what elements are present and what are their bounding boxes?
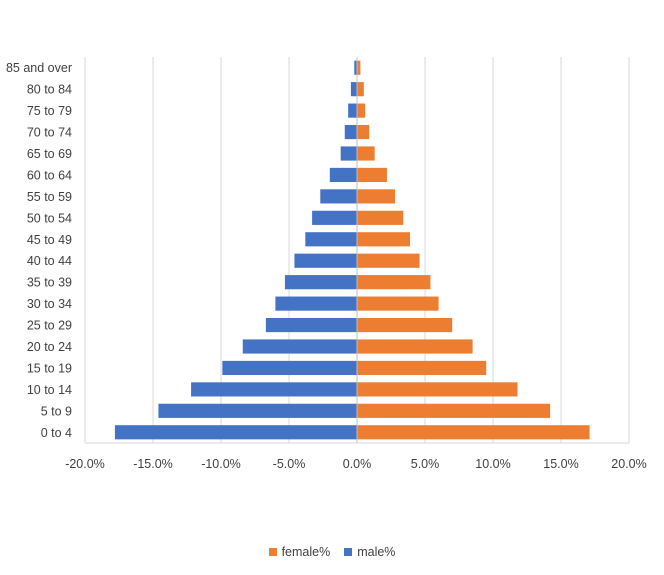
x-tick-label-4: 0.0% xyxy=(343,457,372,471)
y-tick-label-2: 10 to 14 xyxy=(27,383,72,397)
y-tick-label-9: 45 to 49 xyxy=(27,233,72,247)
y-tick-label-15: 75 to 79 xyxy=(27,104,72,118)
x-tick-label-7: 15.0% xyxy=(543,457,578,471)
bar-female-9 xyxy=(357,232,411,247)
bar-male-17 xyxy=(354,60,357,75)
bar-male-14 xyxy=(344,124,357,140)
y-tick-label-4: 20 to 24 xyxy=(27,340,72,354)
bar-female-0 xyxy=(357,425,590,440)
y-tick-label-16: 80 to 84 xyxy=(27,83,72,97)
legend-swatch-male xyxy=(344,548,353,556)
bar-male-4 xyxy=(242,339,357,354)
bar-male-6 xyxy=(275,296,357,311)
bar-male-12 xyxy=(329,167,357,183)
bar-male-3 xyxy=(222,360,357,376)
legend-label-male: male% xyxy=(357,545,396,559)
x-tick-label-8: 20.0% xyxy=(611,457,646,471)
bar-female-4 xyxy=(357,339,473,354)
x-tick-label-3: -5.0% xyxy=(273,457,306,471)
x-tick-label-6: 10.0% xyxy=(475,457,510,471)
y-tick-label-11: 55 to 59 xyxy=(27,190,72,204)
bar-female-14 xyxy=(357,124,370,140)
x-tick-label-5: 5.0% xyxy=(411,457,440,471)
bar-male-1 xyxy=(158,403,357,418)
y-tick-label-5: 25 to 29 xyxy=(27,319,72,333)
legend-label-female: female% xyxy=(281,545,331,559)
bar-male-2 xyxy=(191,382,357,397)
bar-female-2 xyxy=(357,382,518,397)
bar-female-15 xyxy=(357,103,366,118)
y-tick-label-7: 35 to 39 xyxy=(27,276,72,290)
y-tick-label-10: 50 to 54 xyxy=(27,211,72,225)
y-tick-label-14: 70 to 74 xyxy=(27,126,72,140)
y-tick-label-13: 65 to 69 xyxy=(27,147,72,161)
y-tick-label-0: 0 to 4 xyxy=(41,426,72,440)
bar-male-13 xyxy=(340,146,357,161)
bar-female-3 xyxy=(357,360,487,376)
bar-female-11 xyxy=(357,189,396,204)
legend: female% male% xyxy=(0,545,664,559)
bar-male-0 xyxy=(114,425,357,440)
bar-male-7 xyxy=(284,275,357,290)
y-tick-label-17: 85 and over xyxy=(6,61,72,75)
bar-female-12 xyxy=(357,167,387,183)
bar-female-10 xyxy=(357,210,404,225)
bar-male-10 xyxy=(312,210,357,225)
bar-female-8 xyxy=(357,253,420,268)
bar-female-5 xyxy=(357,317,453,333)
y-tick-label-1: 5 to 9 xyxy=(41,404,72,418)
legend-swatch-female xyxy=(268,548,277,556)
bar-male-9 xyxy=(305,232,357,247)
bar-female-1 xyxy=(357,403,551,418)
x-tick-label-1: -15.0% xyxy=(133,457,173,471)
bar-female-13 xyxy=(357,146,375,161)
x-tick-label-2: -10.0% xyxy=(201,457,241,471)
bar-female-6 xyxy=(357,296,439,311)
y-tick-label-12: 60 to 64 xyxy=(27,168,72,182)
bar-male-15 xyxy=(348,103,357,118)
y-tick-label-3: 15 to 19 xyxy=(27,361,72,375)
bar-male-5 xyxy=(265,317,357,333)
bar-female-7 xyxy=(357,275,431,290)
bar-female-17 xyxy=(357,60,361,75)
bar-male-11 xyxy=(320,189,357,204)
x-tick-label-0: -20.0% xyxy=(65,457,105,471)
legend-item-female: female% xyxy=(268,545,331,559)
bar-male-8 xyxy=(294,253,357,268)
bar-female-16 xyxy=(357,82,364,97)
bar-male-16 xyxy=(350,82,357,97)
y-tick-label-6: 30 to 34 xyxy=(27,297,72,311)
legend-item-male: male% xyxy=(344,545,395,559)
y-tick-label-8: 40 to 44 xyxy=(27,254,72,268)
chart-canvas: 0 to 4 5 to 9 10 to 14 15 to 19 20 to 24 25 t… xyxy=(6,57,647,471)
